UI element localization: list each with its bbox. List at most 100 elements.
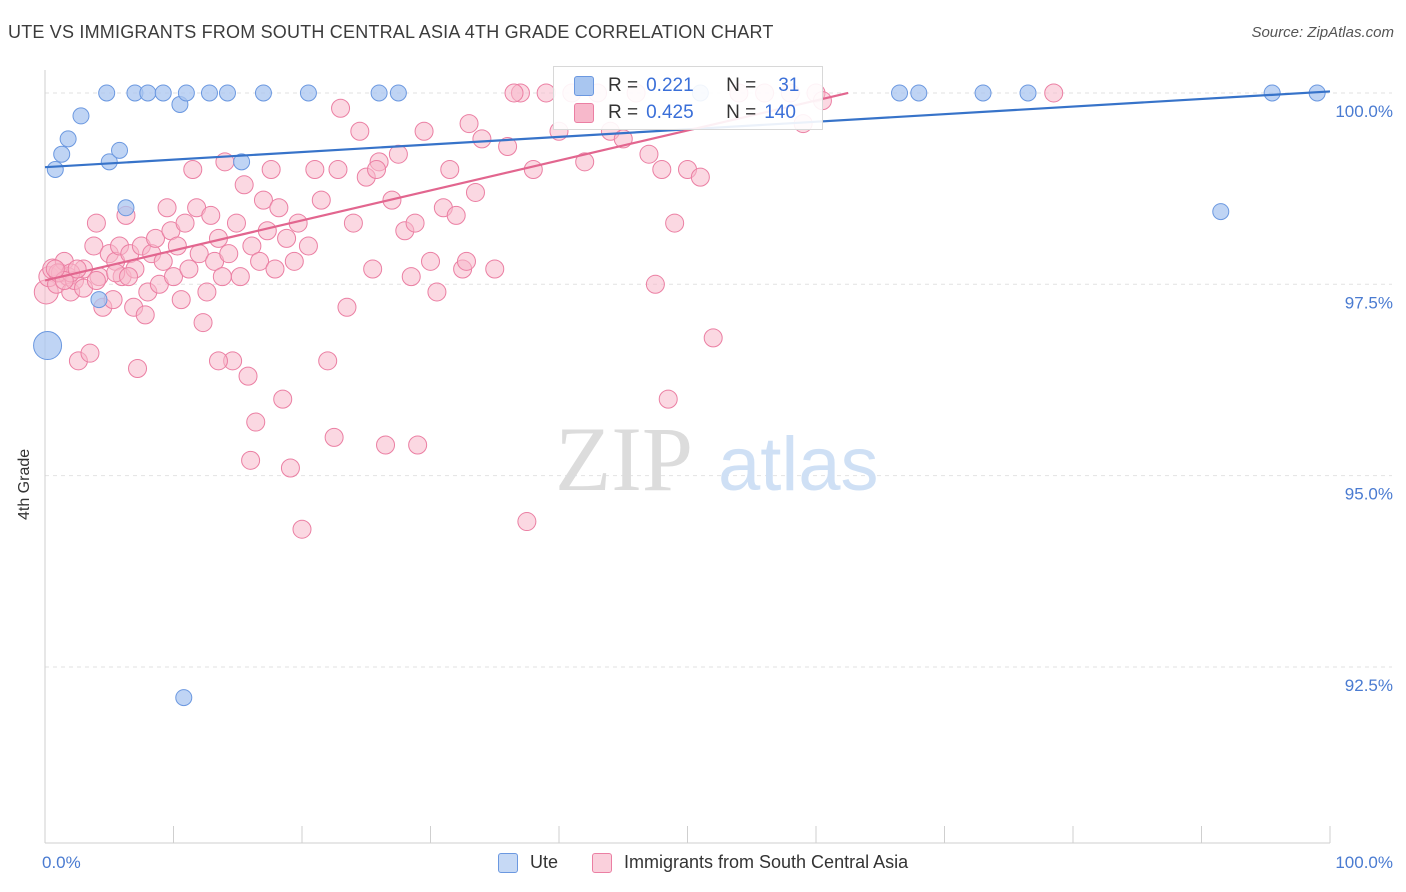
immigrants-point-57 — [246, 412, 266, 432]
ute-point-1 — [46, 160, 64, 178]
immigrants-point-44 — [197, 282, 217, 302]
x-tick-label-0: 0.0% — [42, 853, 81, 872]
immigrants-point-92 — [440, 159, 460, 179]
y-tick-label-0: 92.5% — [1345, 676, 1393, 695]
ute-r-value: 0.221 — [646, 75, 694, 96]
immigrants-point-139 — [1044, 83, 1064, 103]
immigrants-point-40 — [183, 159, 203, 179]
immigrants-point-75 — [331, 98, 351, 118]
ute-n-value: 31 — [778, 75, 800, 96]
ute-swatch — [574, 76, 594, 96]
ute-point-6 — [98, 84, 116, 102]
ute-point-28 — [1263, 84, 1281, 102]
immigrants-point-137 — [456, 251, 476, 271]
immigrants-point-90 — [427, 282, 447, 302]
immigrants-point-98 — [485, 259, 505, 279]
ute-point-2 — [53, 145, 71, 163]
immigrants-point-63 — [269, 198, 289, 218]
immigrants-point-118 — [703, 328, 723, 348]
ute-point-8 — [111, 141, 129, 159]
data-points — [33, 83, 1326, 707]
immigrants-point-82 — [376, 435, 396, 455]
immigrants-point-73 — [318, 351, 338, 371]
immigrants-point-96 — [465, 182, 485, 202]
immigrants-point-48 — [212, 267, 232, 287]
immigrants-point-43 — [193, 313, 213, 333]
immigrants-point-37 — [171, 290, 191, 310]
immigrants-point-69 — [292, 519, 312, 539]
immigrants-point-61 — [261, 159, 281, 179]
immigrants-point-141 — [241, 450, 261, 470]
immigrants-point-111 — [639, 144, 659, 164]
ute-point-5 — [90, 291, 108, 309]
stats-legend: R = 0.221 N = 31 R = 0.425 N = 140 — [553, 66, 823, 130]
ute-point-24 — [910, 84, 928, 102]
ute-point-23 — [891, 84, 909, 102]
ute-point-26 — [1019, 84, 1037, 102]
immigrants-r-value: 0.425 — [646, 102, 694, 123]
y-tick-label-2: 97.5% — [1345, 293, 1393, 312]
immigrants-point-62 — [265, 259, 285, 279]
immigrants-point-38 — [175, 213, 195, 233]
immigrants-point-53 — [230, 267, 250, 287]
y-tick-label-3: 100.0% — [1335, 102, 1393, 121]
ute-point-15 — [200, 84, 218, 102]
immigrants-point-93 — [446, 205, 466, 225]
immigrants-point-13 — [86, 213, 106, 233]
legend-immigrants-swatch — [592, 852, 612, 873]
tick-labels: 92.5% 95.0% 97.5% 100.0% 0.0% 100.0% — [42, 102, 1393, 872]
immigrants-point-56 — [242, 236, 262, 256]
immigrants-point-106 — [575, 152, 595, 172]
watermark-atlas: atlas — [718, 422, 879, 507]
y-axis-label: 4th Grade — [16, 448, 33, 520]
legend-immigrants-label: Immigrants from South Central Asia — [624, 852, 909, 872]
immigrants-point-71 — [305, 159, 325, 179]
immigrants-point-88 — [414, 121, 434, 141]
ute-point-21 — [389, 84, 407, 102]
immigrants-point-66 — [280, 458, 300, 478]
n-label: N = — [726, 102, 757, 123]
immigrants-point-55 — [238, 366, 258, 386]
ute-point-19 — [299, 84, 317, 102]
immigrants-point-89 — [421, 251, 440, 271]
immigrants-point-59 — [253, 190, 273, 210]
ute-point-16 — [218, 84, 236, 102]
immigrants-point-99 — [498, 137, 518, 157]
immigrants-point-138 — [504, 83, 524, 103]
ute-point-18 — [254, 84, 272, 102]
immigrants-point-97 — [472, 129, 492, 149]
immigrants-point-86 — [401, 267, 421, 287]
watermark: ZIP atlas — [555, 408, 879, 510]
ute-point-14 — [177, 84, 195, 102]
ute-point-17 — [233, 153, 251, 171]
legend-item-immigrants[interactable]: Immigrants from South Central Asia — [592, 852, 908, 873]
immigrants-point-128 — [86, 270, 106, 290]
legend-ute-swatch — [498, 852, 518, 873]
immigrants-point-133 — [45, 259, 65, 279]
immigrants-point-65 — [277, 228, 297, 248]
immigrants-point-84 — [388, 144, 408, 164]
legend-item-ute[interactable]: Ute — [498, 852, 558, 873]
source-label: Source: ZipAtlas.com — [1251, 24, 1394, 41]
immigrants-point-54 — [234, 175, 254, 195]
ute-point-3 — [59, 130, 77, 148]
immigrants-point-25 — [128, 358, 148, 378]
immigrants-point-134 — [328, 159, 348, 179]
immigrants-point-101 — [517, 512, 537, 532]
ute-point-0 — [33, 331, 63, 361]
immigrants-point-130 — [119, 267, 139, 287]
legend-ute-label: Ute — [530, 852, 559, 872]
immigrants-point-36 — [167, 236, 187, 256]
immigrants-point-77 — [343, 213, 363, 233]
immigrants-point-70 — [298, 236, 318, 256]
immigrants-point-76 — [337, 297, 357, 317]
ute-point-25 — [974, 84, 992, 102]
immigrants-n-value: 140 — [764, 102, 796, 123]
immigrants-point-115 — [665, 213, 685, 233]
n-label: N = — [726, 75, 757, 96]
immigrants-point-11 — [80, 343, 100, 363]
immigrants-point-102 — [523, 159, 543, 179]
watermark-zip: ZIP — [555, 408, 693, 510]
chart-title: UTE VS IMMIGRANTS FROM SOUTH CENTRAL ASI… — [8, 22, 774, 42]
